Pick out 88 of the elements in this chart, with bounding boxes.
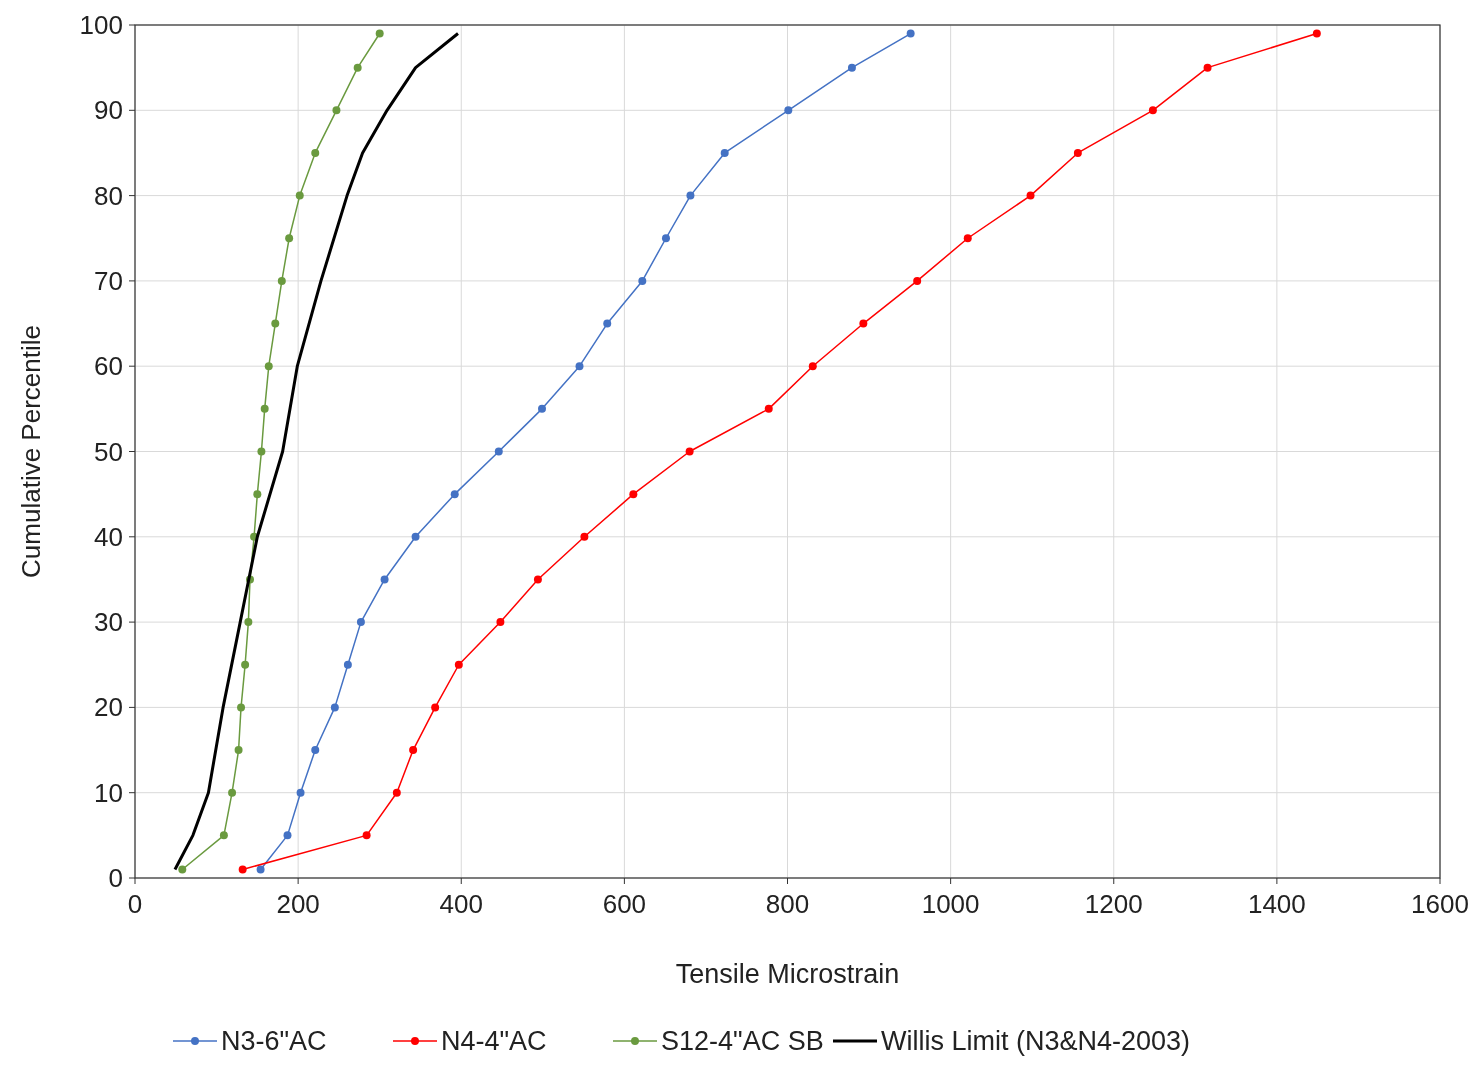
point [234, 746, 243, 755]
x-tick-label: 400 [439, 889, 483, 919]
point [264, 362, 273, 371]
point [257, 447, 266, 456]
point [538, 404, 546, 413]
point [575, 362, 584, 371]
point [283, 831, 292, 840]
point [295, 191, 304, 200]
x-tick-label: 600 [602, 889, 647, 919]
x-tick-label: 1600 [1411, 889, 1469, 919]
y-tick-label: 20 [94, 692, 123, 723]
point [496, 618, 505, 627]
point [686, 191, 695, 200]
y-tick-label: 10 [94, 777, 123, 808]
legend-label: Willis Limit (N3&N4-2003) [881, 1026, 1191, 1056]
point [178, 865, 187, 874]
y-tick-label: 0 [108, 863, 123, 893]
point [238, 865, 247, 874]
point [256, 865, 265, 874]
y-tick-label: 100 [79, 10, 123, 40]
point [392, 788, 401, 797]
x-axis-title: Tensile Microstrain [675, 959, 900, 989]
x-tick-label: 1400 [1247, 889, 1306, 919]
point [764, 404, 773, 413]
point [603, 319, 612, 328]
point [1203, 63, 1212, 72]
point [296, 788, 305, 797]
point [638, 276, 647, 285]
point [244, 618, 253, 627]
y-tick-label: 80 [94, 180, 123, 211]
point [431, 703, 440, 712]
x-tick-label: 1200 [1084, 889, 1143, 919]
point [533, 575, 542, 584]
point [311, 148, 320, 157]
x-tick-label: 0 [127, 889, 143, 919]
point [454, 660, 463, 669]
point [241, 660, 250, 669]
point [847, 63, 856, 72]
point [375, 29, 384, 38]
y-tick-label: 40 [94, 521, 123, 552]
point [380, 575, 389, 584]
point [356, 618, 365, 627]
point [330, 703, 339, 712]
point [580, 532, 589, 541]
point [808, 362, 817, 371]
point [1148, 106, 1157, 115]
point [859, 319, 868, 328]
point [685, 447, 694, 456]
x-tick-label: 800 [765, 889, 810, 919]
point [277, 276, 286, 285]
x-tick-label: 200 [276, 889, 320, 919]
point [219, 831, 228, 840]
point [362, 831, 371, 840]
point [963, 234, 972, 243]
point [311, 746, 320, 755]
legend-label: N3-6"AC [221, 1026, 327, 1056]
y-tick-label: 30 [94, 607, 123, 638]
point [906, 29, 915, 38]
x-tick-label: 1000 [921, 889, 980, 919]
point [1312, 29, 1321, 38]
point [450, 490, 459, 499]
point [343, 660, 352, 669]
point [913, 276, 922, 285]
point [1073, 148, 1082, 157]
y-axis-title: Cumulative Percentile [16, 325, 46, 578]
point [260, 404, 269, 413]
y-tick-label: 50 [94, 436, 123, 467]
point [271, 319, 280, 328]
point [237, 703, 246, 712]
point [784, 106, 793, 115]
point [285, 234, 294, 243]
legend-label: S12-4"AC SB [661, 1026, 824, 1056]
y-tick-label: 60 [94, 351, 123, 382]
y-tick-label: 90 [94, 95, 123, 126]
point [661, 234, 670, 243]
point [228, 788, 237, 797]
point [353, 63, 362, 72]
line-series [173, 32, 460, 871]
point [253, 490, 262, 499]
point [332, 106, 341, 115]
point [494, 447, 503, 456]
point [411, 532, 420, 541]
point [720, 148, 729, 157]
point [409, 746, 418, 755]
point [1026, 191, 1035, 200]
y-tick-label: 70 [94, 265, 123, 296]
legend-label: N4-4"AC [441, 1026, 547, 1056]
point [629, 490, 638, 499]
